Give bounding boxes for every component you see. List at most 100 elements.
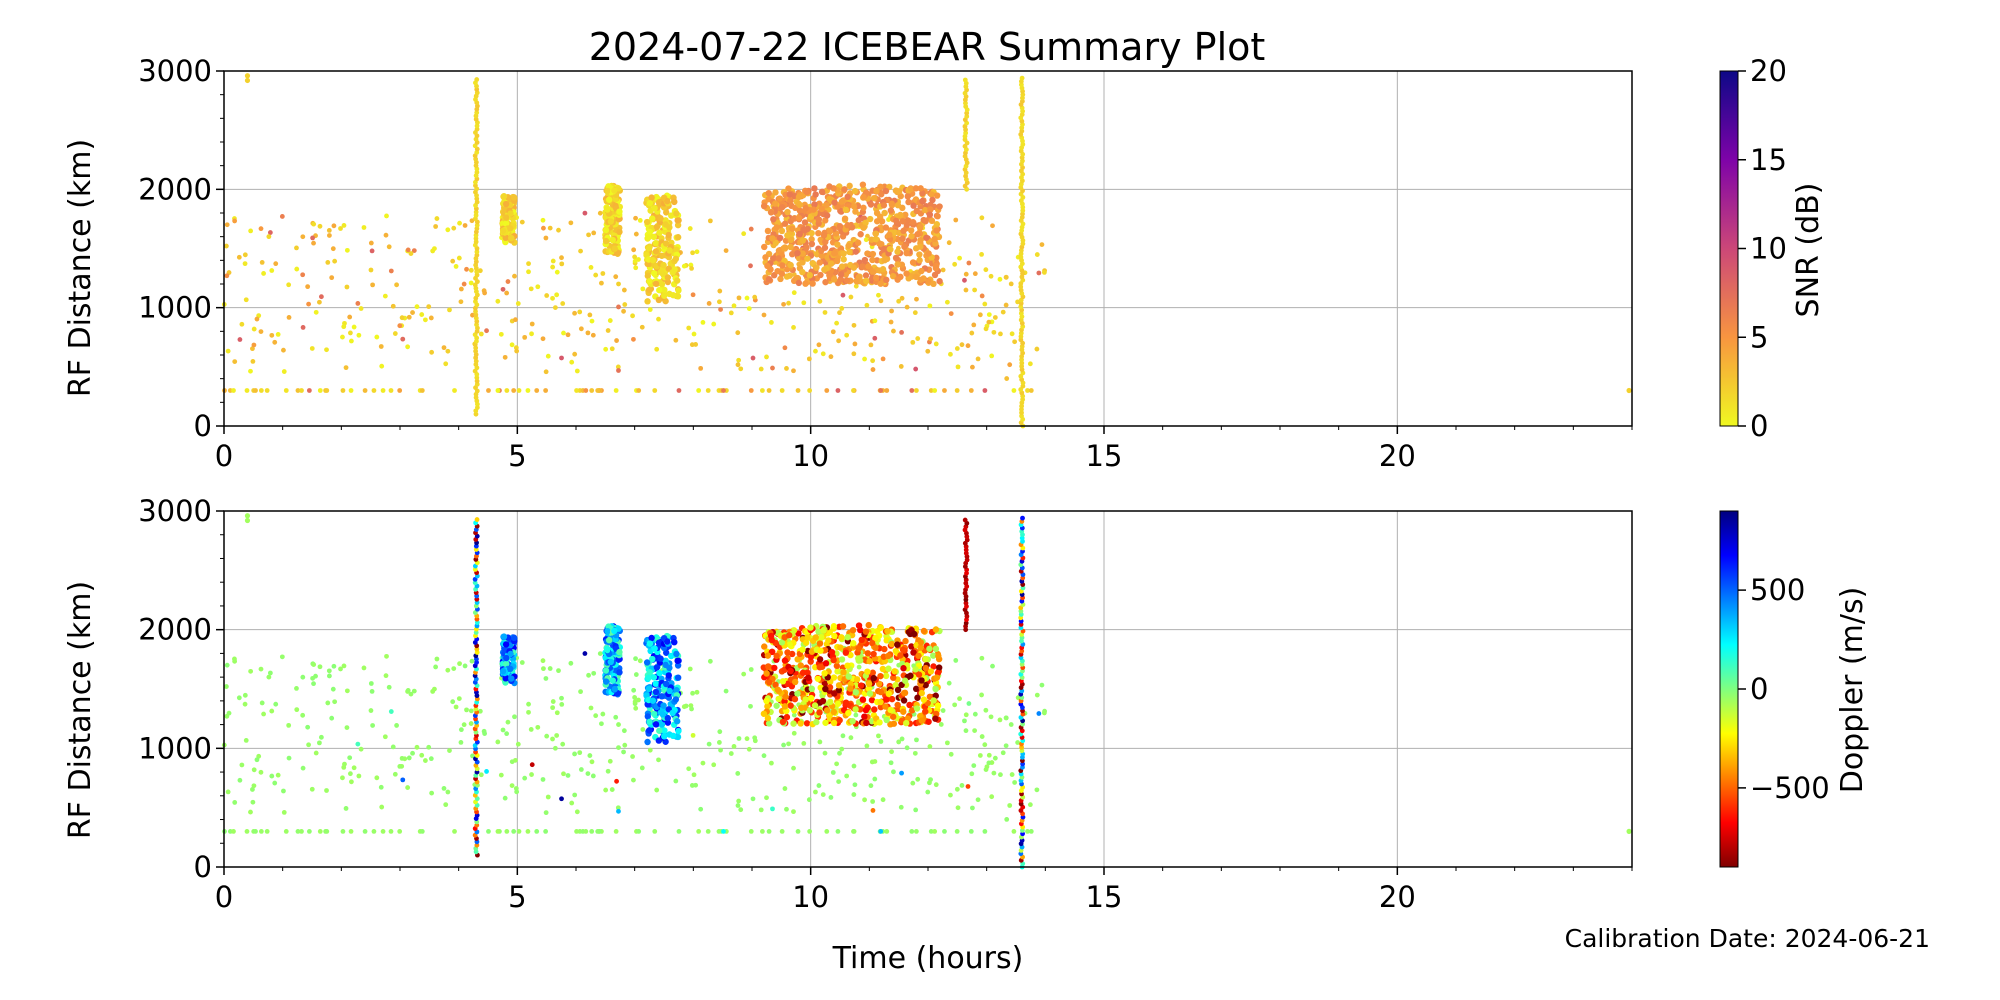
scatter-point	[340, 829, 346, 834]
cluster-point	[813, 264, 820, 271]
cluster-point	[851, 187, 859, 195]
scatter-point	[587, 753, 593, 758]
cluster-point	[659, 270, 667, 277]
scatter-point	[544, 293, 550, 298]
scatter-point	[382, 734, 388, 740]
cluster-point	[927, 206, 934, 213]
scatter-point	[390, 744, 396, 750]
scatter-point	[368, 240, 374, 246]
scatter-point	[361, 225, 367, 230]
cluster-point	[894, 248, 901, 255]
cluster-point	[823, 212, 831, 219]
cluster-point	[836, 717, 843, 724]
cluster-point	[652, 280, 660, 287]
scatter-point	[616, 808, 621, 814]
colorbar-tick-label: 10	[1750, 232, 1787, 266]
scatter-point	[1011, 829, 1017, 834]
scatter-point	[432, 246, 437, 251]
cluster-point	[672, 255, 680, 263]
scatter-point	[959, 342, 965, 348]
scatter-point	[311, 221, 317, 227]
scatter-point	[237, 777, 243, 783]
cluster-point	[674, 221, 682, 229]
cluster-point	[811, 185, 818, 192]
scatter-point	[349, 779, 354, 785]
scatter-point	[578, 689, 583, 695]
streak-point	[474, 517, 480, 522]
scatter-point	[356, 773, 362, 779]
scatter-point	[341, 663, 347, 669]
scatter-point	[913, 366, 919, 372]
scatter-point	[569, 800, 575, 806]
scatter-point	[898, 364, 904, 369]
scatter-point	[351, 765, 357, 771]
cluster-point	[821, 680, 829, 687]
cluster-point	[784, 649, 791, 656]
scatter-point	[997, 717, 1003, 723]
scatter-point	[453, 264, 459, 269]
cluster-point	[803, 188, 811, 196]
cluster-point	[897, 652, 904, 659]
cluster-point	[863, 719, 870, 727]
scatter-point	[419, 752, 425, 758]
scatter-point	[370, 282, 376, 288]
cluster-point	[674, 733, 682, 741]
scatter-point	[225, 789, 231, 795]
scatter-point	[543, 676, 549, 681]
cluster-point	[822, 278, 829, 286]
cluster-point	[664, 638, 671, 645]
cluster-point	[807, 694, 815, 702]
scatter-point	[913, 829, 919, 834]
scatter-point	[445, 789, 451, 795]
cluster-point	[905, 198, 912, 206]
scatter-point	[991, 770, 997, 776]
scatter-point	[535, 284, 541, 290]
scatter-point	[495, 388, 501, 393]
scatter-point	[582, 210, 588, 216]
scatter-point	[330, 246, 336, 252]
scatter-point	[513, 317, 518, 323]
scatter-point	[224, 243, 229, 249]
streak-point	[964, 114, 970, 119]
scatter-point	[462, 223, 468, 228]
scatter-point	[528, 727, 534, 732]
scatter-point	[500, 727, 506, 733]
x-tick-label: 5	[508, 880, 526, 914]
scatter-point	[559, 695, 564, 701]
scatter-point	[1011, 388, 1017, 393]
scatter-point	[862, 797, 867, 803]
cluster-point	[888, 200, 895, 207]
scatter-point	[281, 347, 286, 353]
scatter-point	[1028, 388, 1034, 393]
scatter-point	[992, 755, 998, 761]
scatter-point	[738, 366, 744, 372]
streak-point	[472, 580, 478, 586]
cluster-point	[770, 216, 777, 223]
cluster-point	[784, 208, 791, 216]
scatter-point	[640, 727, 646, 732]
scatter-point	[851, 763, 857, 769]
scatter-point	[1028, 829, 1034, 834]
cluster-point	[808, 648, 816, 655]
cluster-point	[673, 650, 680, 658]
cluster-point	[510, 194, 518, 201]
cluster-point	[840, 669, 847, 676]
scatter-point	[828, 354, 834, 360]
cluster-point	[827, 698, 834, 706]
cluster-point	[870, 674, 877, 682]
cluster-point	[779, 262, 786, 269]
cluster-point	[910, 630, 918, 638]
scatter-point	[556, 227, 561, 233]
scatter-point	[613, 274, 619, 280]
scatter-point	[633, 265, 639, 271]
cluster-point	[605, 636, 613, 644]
scatter-point	[248, 228, 254, 234]
cluster-point	[870, 194, 878, 202]
scatter-point	[728, 751, 734, 756]
scatter-point	[428, 315, 434, 321]
scatter-point	[1027, 802, 1033, 808]
y-tick-label: 0	[194, 850, 212, 884]
scatter-point	[1008, 281, 1014, 287]
scatter-point	[836, 779, 842, 784]
scatter-point	[736, 736, 742, 741]
